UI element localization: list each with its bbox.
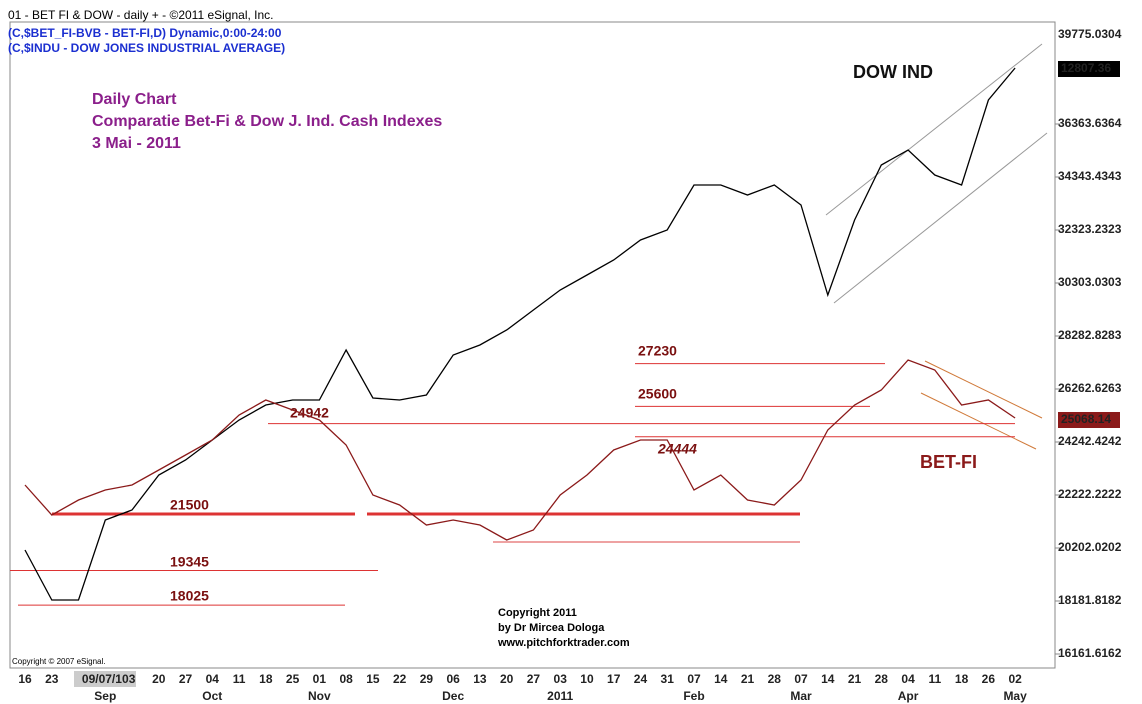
y-tick-label: 34343.4343 bbox=[1058, 169, 1122, 183]
x-tick-label: 14 bbox=[714, 672, 728, 686]
x-tick-label: 01 bbox=[313, 672, 327, 686]
x-tick-label: 26 bbox=[982, 672, 996, 686]
series-line bbox=[24, 67, 1016, 601]
x-tick-label: 27 bbox=[527, 672, 541, 686]
month-label: Feb bbox=[683, 689, 704, 703]
series-label: BET-FI bbox=[920, 452, 977, 472]
channel-line bbox=[920, 392, 1037, 450]
y-tick-label: 16161.6162 bbox=[1058, 646, 1122, 660]
x-tick-label: 11 bbox=[233, 672, 246, 686]
x-tick-label: 3 bbox=[129, 672, 136, 686]
y-tick-label: 22222.2222 bbox=[1058, 487, 1122, 501]
last-value: 25068.14 bbox=[1061, 412, 1111, 426]
y-tick-label: 26262.6263 bbox=[1058, 381, 1122, 395]
y-tick-label: 28282.8283 bbox=[1058, 328, 1122, 342]
chart-title: Daily Chart bbox=[92, 91, 177, 108]
level-label: 24942 bbox=[290, 405, 329, 421]
channel-line bbox=[833, 132, 1048, 304]
month-label: Oct bbox=[202, 689, 222, 703]
x-tick-label: 06 bbox=[446, 672, 460, 686]
x-tick-label: 20 bbox=[152, 672, 166, 686]
date-highlight bbox=[74, 671, 136, 687]
x-tick-label: 14 bbox=[821, 672, 835, 686]
x-tick-label: 09/07/10 bbox=[82, 672, 129, 686]
y-tick-label: 32323.2323 bbox=[1058, 222, 1122, 236]
last-value-box bbox=[1058, 61, 1120, 77]
series-line bbox=[24, 359, 1016, 541]
x-tick-label: 24 bbox=[634, 672, 648, 686]
x-tick-label: 23 bbox=[45, 672, 59, 686]
x-tick-label: 28 bbox=[875, 672, 889, 686]
x-tick-label: 16 bbox=[18, 672, 32, 686]
month-label: Sep bbox=[94, 689, 116, 703]
last-value-box bbox=[1058, 412, 1120, 428]
channel-line bbox=[924, 360, 1043, 419]
y-tick-label: 24242.4242 bbox=[1058, 434, 1122, 448]
y-tick-label: 20202.0202 bbox=[1058, 540, 1122, 554]
x-tick-label: 15 bbox=[366, 672, 380, 686]
level-label: 19345 bbox=[170, 554, 209, 570]
plot-frame bbox=[9, 21, 1056, 669]
level-label: 24444 bbox=[657, 441, 697, 457]
x-tick-label: 18 bbox=[955, 672, 969, 686]
x-tick-label: 02 bbox=[1008, 672, 1022, 686]
axis-top-label: 39775.0304 bbox=[1058, 27, 1122, 41]
x-tick-label: 07 bbox=[794, 672, 808, 686]
x-tick-label: 07 bbox=[687, 672, 701, 686]
x-tick-label: 22 bbox=[393, 672, 407, 686]
chart-subtitle: 3 Mai - 2011 bbox=[92, 135, 181, 152]
header-line: 01 - BET FI & DOW - daily + - ©2011 eSig… bbox=[8, 8, 274, 22]
header-line: (C,$INDU - DOW JONES INDUSTRIAL AVERAGE) bbox=[8, 41, 285, 55]
y-tick-label: 30303.0303 bbox=[1058, 275, 1122, 289]
x-tick-label: 17 bbox=[607, 672, 621, 686]
y-tick-label: 36363.6364 bbox=[1058, 116, 1122, 130]
last-value: 12807.36 bbox=[1061, 61, 1111, 75]
x-tick-label: 18 bbox=[259, 672, 273, 686]
x-tick-label: 11 bbox=[928, 672, 941, 686]
x-tick-label: 25 bbox=[286, 672, 300, 686]
month-label: Nov bbox=[308, 689, 331, 703]
x-tick-label: 20 bbox=[500, 672, 514, 686]
copyright: by Dr Mircea Dologa bbox=[498, 622, 605, 634]
x-tick-label: 04 bbox=[901, 672, 915, 686]
month-label: May bbox=[1003, 689, 1027, 703]
month-label: Dec bbox=[442, 689, 464, 703]
header-line: (C,$BET_FI-BVB - BET-FI,D) Dynamic,0:00-… bbox=[8, 26, 282, 40]
series-label: DOW IND bbox=[853, 62, 933, 82]
x-tick-label: 13 bbox=[473, 672, 487, 686]
level-label: 27230 bbox=[638, 343, 677, 359]
level-label: 18025 bbox=[170, 588, 209, 604]
x-tick-label: 21 bbox=[741, 672, 755, 686]
level-label: 21500 bbox=[170, 497, 209, 513]
copyright: Copyright 2011 bbox=[498, 607, 577, 619]
month-label: Apr bbox=[898, 689, 919, 703]
copyright: www.pitchforktrader.com bbox=[497, 637, 630, 649]
x-tick-label: 04 bbox=[206, 672, 220, 686]
month-label: 2011 bbox=[547, 689, 573, 703]
x-tick-label: 03 bbox=[554, 672, 568, 686]
month-label: Mar bbox=[790, 689, 812, 703]
chart-subtitle: Comparatie Bet-Fi & Dow J. Ind. Cash Ind… bbox=[92, 113, 442, 130]
y-tick-label: 18181.8182 bbox=[1058, 593, 1122, 607]
x-tick-label: 21 bbox=[848, 672, 862, 686]
channel-line bbox=[825, 43, 1043, 216]
level-label: 25600 bbox=[638, 386, 677, 402]
x-tick-label: 08 bbox=[339, 672, 353, 686]
x-tick-label: 28 bbox=[768, 672, 782, 686]
copyright: Copyright © 2007 eSignal. bbox=[12, 657, 106, 666]
x-tick-label: 31 bbox=[661, 672, 675, 686]
x-tick-label: 29 bbox=[420, 672, 434, 686]
x-tick-label: 10 bbox=[580, 672, 594, 686]
x-tick-label: 27 bbox=[179, 672, 193, 686]
